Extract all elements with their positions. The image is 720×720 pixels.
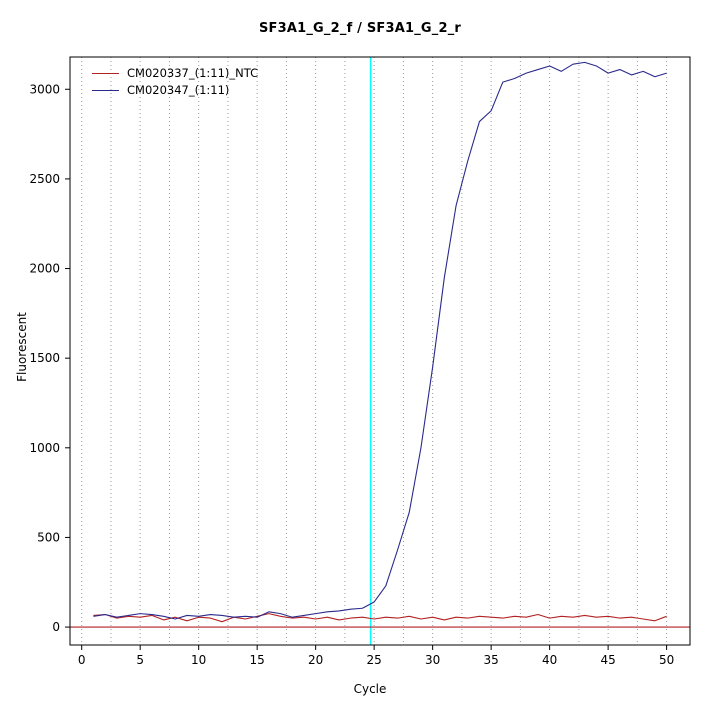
svg-text:40: 40 (542, 653, 557, 667)
legend-label-ntc: CM020337_(1:11)_NTC (127, 66, 259, 80)
svg-text:3000: 3000 (29, 82, 60, 96)
svg-text:2500: 2500 (29, 172, 60, 186)
svg-text:50: 50 (659, 653, 674, 667)
x-axis-label: Cycle (353, 682, 387, 696)
svg-text:0: 0 (52, 620, 60, 634)
legend-line-sample (92, 89, 119, 91)
legend-item-sample: CM020347_(1:11) (92, 83, 258, 97)
legend-label-sample: CM020347_(1:11) (127, 83, 230, 97)
svg-text:500: 500 (37, 530, 60, 544)
legend-line-ntc (92, 72, 119, 74)
legend-item-ntc: CM020337_(1:11)_NTC (92, 66, 258, 80)
svg-text:1000: 1000 (29, 441, 60, 455)
svg-text:0: 0 (78, 653, 86, 667)
svg-text:45: 45 (600, 653, 615, 667)
svg-text:15: 15 (250, 653, 265, 667)
svg-text:2000: 2000 (29, 262, 60, 276)
svg-text:30: 30 (425, 653, 440, 667)
svg-text:25: 25 (367, 653, 382, 667)
legend: CM020337_(1:11)_NTC CM020347_(1:11) (92, 66, 258, 97)
svg-text:35: 35 (483, 653, 498, 667)
svg-text:5: 5 (136, 653, 144, 667)
svg-text:20: 20 (308, 653, 323, 667)
svg-text:1500: 1500 (29, 351, 60, 365)
chart-title: SF3A1_G_2_f / SF3A1_G_2_r (258, 21, 462, 36)
svg-text:10: 10 (191, 653, 206, 667)
